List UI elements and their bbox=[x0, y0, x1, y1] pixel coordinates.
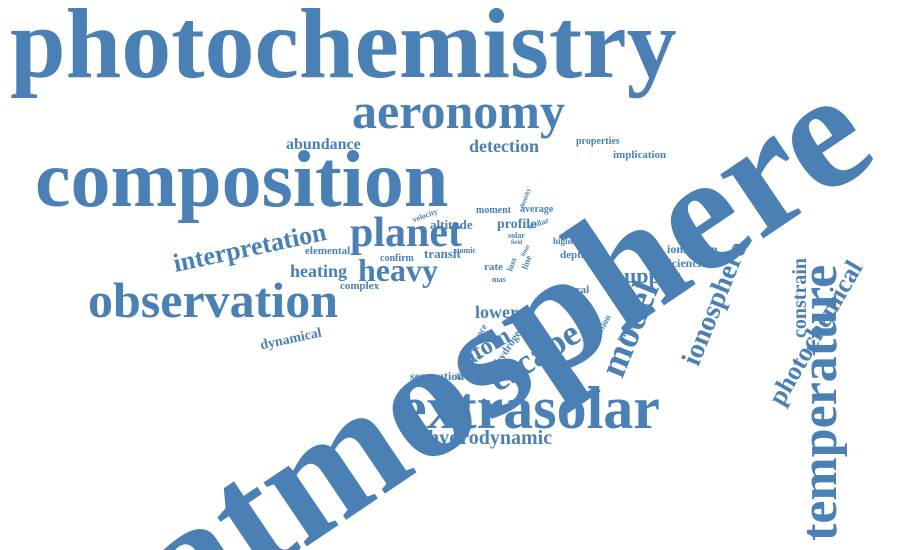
word-elemental: elemental bbox=[305, 245, 351, 257]
word-moment: moment bbox=[476, 205, 511, 216]
word-depth: depth bbox=[560, 249, 587, 261]
word-constrain: constrain bbox=[789, 258, 811, 338]
word-ionization: ionization bbox=[667, 242, 718, 256]
word-planet: planet bbox=[350, 210, 463, 256]
word-aeronomy: aeronomy bbox=[352, 83, 565, 139]
word-rate: rate bbox=[484, 261, 503, 273]
word-heating: heating bbox=[290, 261, 348, 281]
word-neutral: neutral bbox=[555, 284, 590, 296]
word-profile: profile bbox=[497, 217, 537, 232]
word-properties: properties bbox=[576, 136, 620, 147]
word-mas: mas bbox=[492, 275, 506, 284]
word-average: average bbox=[520, 204, 554, 215]
word-atomic: atomic bbox=[453, 246, 477, 255]
word-efficiencies: efficiencies bbox=[655, 256, 711, 270]
word-detection: detection bbox=[469, 136, 539, 156]
word-confirm: confirm bbox=[380, 253, 414, 264]
word-abundance: abundance bbox=[286, 136, 361, 153]
word-transit: transit bbox=[424, 246, 461, 261]
word-photochemistry: photochemistry bbox=[10, 0, 677, 99]
word-complex: complex bbox=[340, 280, 380, 292]
word-hydrodynamic: hydrodynamic bbox=[428, 427, 553, 449]
word-altitude: altitude bbox=[430, 217, 473, 232]
word-upper: upper bbox=[624, 263, 681, 288]
word-heavy: heavy bbox=[358, 252, 438, 288]
word-field: field bbox=[511, 240, 523, 246]
word-observation: observation bbox=[88, 272, 338, 328]
word-implication: implication bbox=[613, 149, 667, 161]
word-composition: composition bbox=[35, 136, 449, 224]
word-lower: lower bbox=[475, 302, 518, 322]
word-extrasolar: extrasolar bbox=[400, 375, 660, 441]
word-separation: separation bbox=[410, 369, 464, 383]
word-solar: solar bbox=[508, 231, 525, 240]
word-higher: higher bbox=[553, 236, 579, 246]
word-dynamical: dynamical bbox=[259, 325, 324, 354]
